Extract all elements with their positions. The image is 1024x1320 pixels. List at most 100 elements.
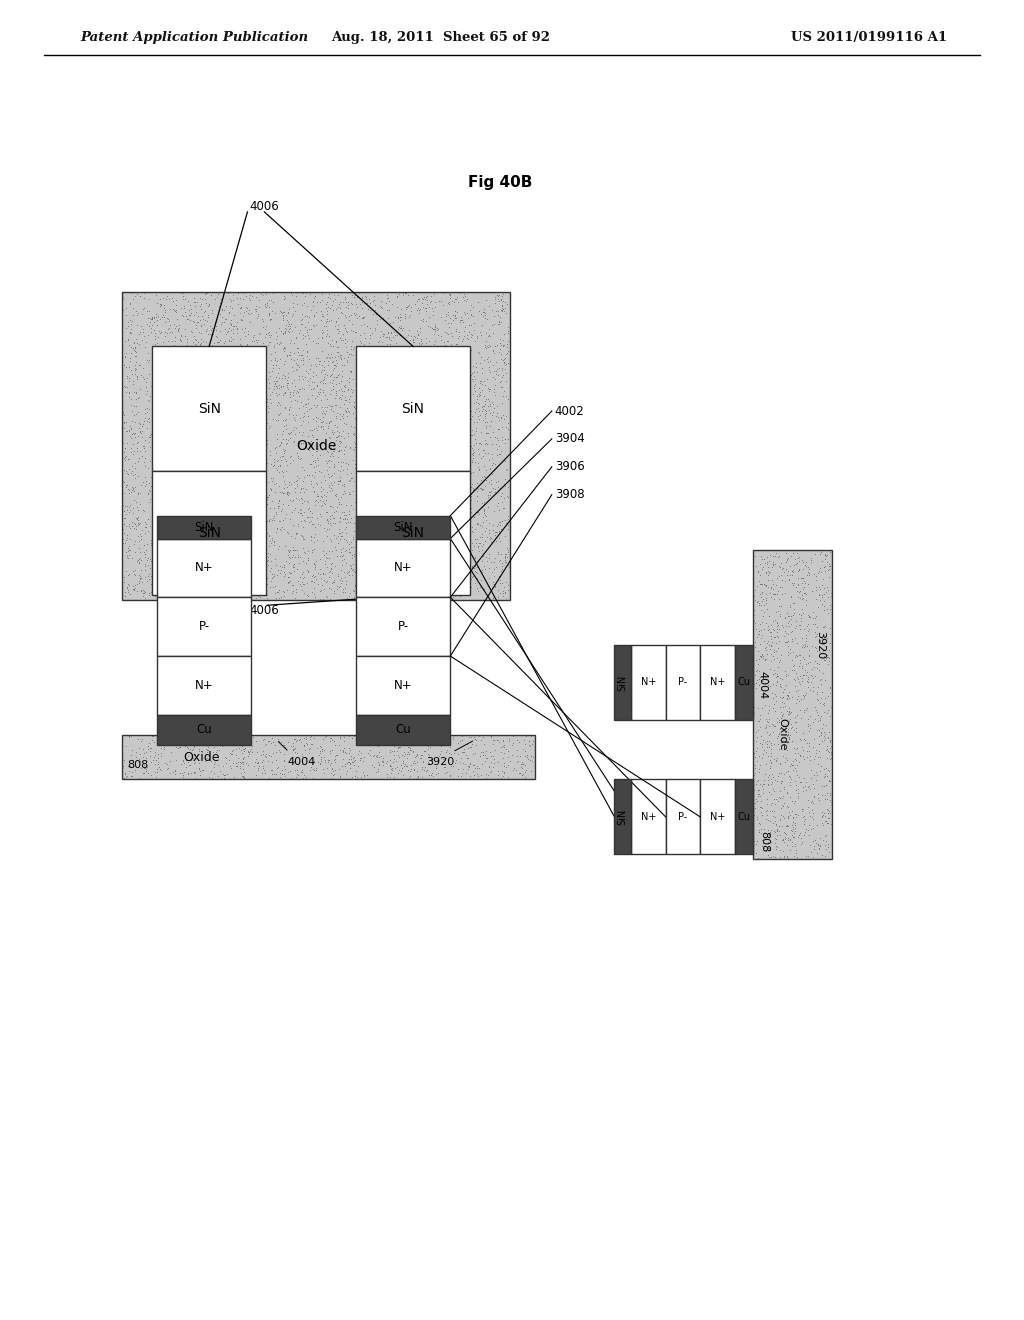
Point: [145, 308, 162, 329]
Point: [179, 512, 196, 533]
Point: [341, 483, 357, 504]
Point: [215, 512, 231, 533]
Point: [475, 465, 492, 486]
Point: [183, 426, 200, 447]
Point: [135, 500, 152, 521]
Point: [328, 380, 344, 401]
Point: [272, 560, 289, 581]
Point: [374, 418, 390, 440]
Point: [165, 453, 181, 474]
Point: [795, 558, 811, 579]
Point: [435, 342, 452, 363]
Point: [281, 312, 297, 333]
Point: [780, 704, 797, 725]
Point: [400, 742, 417, 763]
Point: [391, 317, 408, 338]
Point: [140, 483, 157, 504]
Point: [462, 396, 478, 417]
Point: [124, 424, 140, 445]
Point: [379, 516, 395, 537]
Point: [456, 397, 472, 418]
Point: [455, 327, 471, 348]
Point: [343, 360, 359, 381]
Point: [410, 400, 426, 421]
Point: [474, 400, 490, 421]
Point: [378, 409, 394, 430]
Point: [248, 286, 264, 308]
Point: [440, 323, 457, 345]
Point: [233, 743, 250, 764]
Point: [142, 535, 159, 556]
Point: [127, 463, 143, 484]
Point: [206, 463, 222, 484]
Point: [168, 737, 184, 758]
Point: [335, 451, 351, 473]
Point: [322, 506, 338, 527]
Point: [206, 404, 222, 425]
Point: [245, 515, 261, 536]
Text: P-: P-: [199, 620, 210, 634]
Point: [282, 760, 298, 781]
Point: [116, 447, 132, 469]
Point: [787, 554, 804, 576]
Point: [489, 513, 506, 535]
Point: [787, 760, 804, 781]
Point: [376, 356, 392, 378]
Point: [123, 426, 139, 447]
Point: [271, 384, 288, 405]
Point: [362, 392, 379, 413]
Point: [150, 754, 166, 775]
Point: [227, 400, 244, 421]
Point: [308, 490, 325, 511]
Point: [403, 754, 420, 775]
Point: [260, 334, 276, 355]
Point: [478, 422, 495, 444]
Point: [794, 799, 810, 820]
Point: [232, 564, 249, 585]
Point: [376, 440, 392, 461]
Point: [771, 781, 787, 803]
Point: [274, 310, 291, 331]
Point: [471, 343, 487, 364]
Point: [280, 376, 296, 397]
Point: [762, 545, 778, 566]
Point: [307, 491, 324, 512]
Point: [244, 470, 260, 491]
Point: [183, 321, 200, 342]
Point: [341, 751, 357, 772]
Point: [345, 424, 361, 445]
Point: [413, 413, 429, 434]
Point: [157, 447, 173, 469]
Point: [189, 363, 206, 384]
Point: [255, 521, 271, 543]
Point: [368, 304, 384, 325]
Point: [331, 758, 347, 779]
Point: [467, 401, 483, 422]
Point: [483, 300, 500, 321]
Point: [784, 836, 801, 857]
Point: [343, 495, 359, 516]
Point: [169, 565, 185, 586]
Point: [450, 528, 466, 549]
Point: [250, 759, 266, 780]
Point: [745, 830, 762, 851]
Point: [362, 503, 379, 524]
Point: [746, 834, 763, 855]
Point: [141, 312, 158, 333]
Point: [459, 523, 475, 544]
Point: [423, 574, 439, 595]
Point: [369, 405, 385, 426]
Point: [441, 351, 458, 372]
Point: [452, 282, 468, 304]
Point: [307, 356, 324, 378]
Point: [116, 355, 132, 376]
Point: [453, 342, 469, 363]
Point: [230, 371, 247, 392]
Point: [434, 400, 451, 421]
Point: [809, 842, 825, 863]
Point: [382, 354, 398, 375]
Point: [197, 288, 213, 309]
Point: [341, 742, 357, 763]
Point: [435, 457, 452, 478]
Point: [392, 363, 409, 384]
